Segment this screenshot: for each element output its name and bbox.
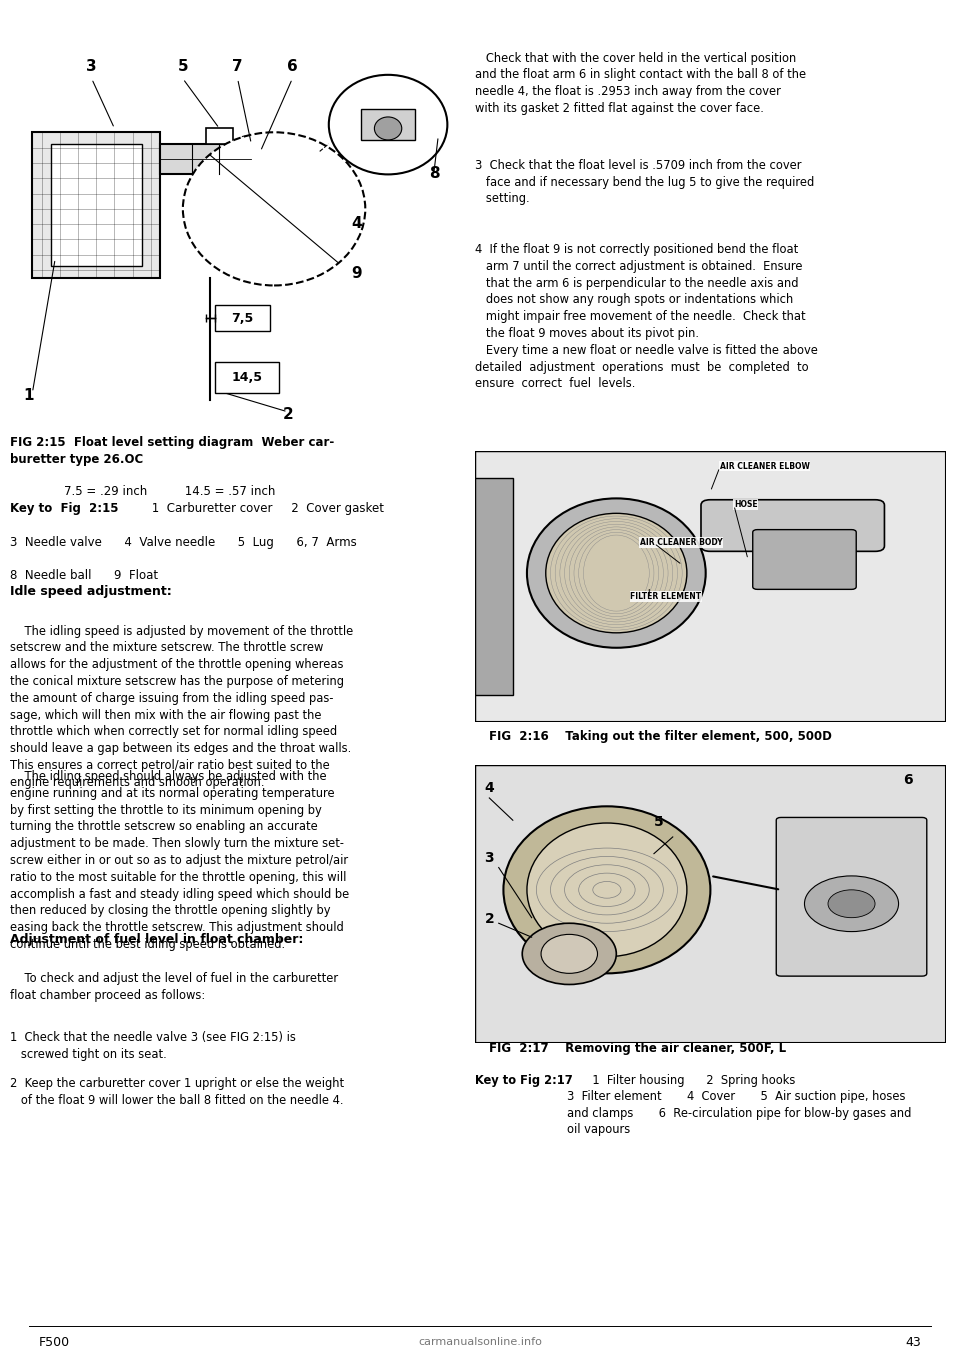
Text: 1: 1 xyxy=(23,388,34,403)
Bar xyxy=(160,144,252,174)
Text: FILTER ELEMENT: FILTER ELEMENT xyxy=(631,592,702,602)
Bar xyxy=(51,144,142,266)
FancyArrowPatch shape xyxy=(713,876,779,889)
FancyBboxPatch shape xyxy=(753,530,856,589)
Text: The idling speed should always be adjusted with the
engine running and at its no: The idling speed should always be adjust… xyxy=(10,770,348,951)
Text: AIR CLEANER BODY: AIR CLEANER BODY xyxy=(639,538,723,547)
Text: 14,5: 14,5 xyxy=(231,371,262,384)
Text: F500: F500 xyxy=(38,1336,69,1348)
Ellipse shape xyxy=(541,934,597,974)
Bar xyxy=(215,304,270,331)
Text: 3: 3 xyxy=(485,851,494,865)
Text: 2: 2 xyxy=(283,407,294,422)
Text: 8  Needle ball      9  Float: 8 Needle ball 9 Float xyxy=(10,569,157,581)
Ellipse shape xyxy=(527,498,706,648)
Bar xyxy=(242,136,265,148)
Text: FIG  2:16    Taking out the filter element, 500, 500D: FIG 2:16 Taking out the filter element, … xyxy=(490,731,832,743)
Text: 2: 2 xyxy=(485,913,494,926)
FancyBboxPatch shape xyxy=(701,500,884,551)
Circle shape xyxy=(182,132,365,285)
Text: 1  Filter housing      2  Spring hooks
3  Filter element       4  Cover       5 : 1 Filter housing 2 Spring hooks 3 Filter… xyxy=(567,1074,911,1137)
Text: 9: 9 xyxy=(351,266,362,281)
Text: 4: 4 xyxy=(351,216,362,231)
Text: 3  Needle valve      4  Valve needle      5  Lug      6, 7  Arms: 3 Needle valve 4 Valve needle 5 Lug 6, 7… xyxy=(10,535,356,549)
Bar xyxy=(205,129,233,144)
Text: Key to Fig 2:17: Key to Fig 2:17 xyxy=(475,1074,573,1086)
Bar xyxy=(233,148,270,167)
Bar xyxy=(215,363,278,392)
Text: HOSE: HOSE xyxy=(734,500,757,509)
Ellipse shape xyxy=(545,513,686,633)
FancyBboxPatch shape xyxy=(777,818,926,976)
Text: 8: 8 xyxy=(429,166,440,181)
Text: FIG  2:17    Removing the air cleaner, 500F, L: FIG 2:17 Removing the air cleaner, 500F,… xyxy=(490,1042,786,1055)
Text: 2  Keep the carburetter cover 1 upright or else the weight
   of the float 9 wil: 2 Keep the carburetter cover 1 upright o… xyxy=(10,1077,344,1107)
Text: Idle speed adjustment:: Idle speed adjustment: xyxy=(10,584,171,598)
Text: 43: 43 xyxy=(906,1336,922,1348)
Text: 4  If the float 9 is not correctly positioned bend the float
   arm 7 until the : 4 If the float 9 is not correctly positi… xyxy=(475,243,818,391)
Text: FIAT 500 1961 1.G Workshop Manual 1: FIAT 500 1961 1.G Workshop Manual 1 xyxy=(321,18,639,33)
Text: Adjustment of fuel level in float chamber:: Adjustment of fuel level in float chambe… xyxy=(10,933,303,947)
Text: To check and adjust the level of fuel in the carburetter
float chamber proceed a: To check and adjust the level of fuel in… xyxy=(10,972,338,1002)
Ellipse shape xyxy=(527,823,687,956)
Bar xyxy=(33,132,160,278)
Text: AIR CLEANER ELBOW: AIR CLEANER ELBOW xyxy=(720,462,809,471)
Ellipse shape xyxy=(503,807,710,974)
Text: 7.5 = .29 inch          14.5 = .57 inch: 7.5 = .29 inch 14.5 = .57 inch xyxy=(64,485,276,498)
Bar xyxy=(475,478,513,695)
Circle shape xyxy=(374,117,401,140)
Text: Key to  Fig  2:15: Key to Fig 2:15 xyxy=(10,502,118,516)
Circle shape xyxy=(804,876,899,932)
Text: carmanualsonline.info: carmanualsonline.info xyxy=(418,1338,542,1347)
Text: 3  Check that the float level is .5709 inch from the cover
   face and if necess: 3 Check that the float level is .5709 in… xyxy=(475,159,814,205)
Text: 7: 7 xyxy=(232,58,243,73)
Text: 1  Check that the needle valve 3 (see FIG 2:15) is
   screwed tight on its seat.: 1 Check that the needle valve 3 (see FIG… xyxy=(10,1031,296,1061)
Text: FIG 2:15  Float level setting diagram  Weber car-
buretter type 26.OC: FIG 2:15 Float level setting diagram Web… xyxy=(10,436,334,466)
Text: 7,5: 7,5 xyxy=(231,311,253,325)
Circle shape xyxy=(328,75,447,174)
Text: The idling speed is adjusted by movement of the throttle
setscrew and the mixtur: The idling speed is adjusted by movement… xyxy=(10,625,353,789)
Text: 1  Carburetter cover     2  Cover gasket: 1 Carburetter cover 2 Cover gasket xyxy=(132,502,384,516)
Text: 6: 6 xyxy=(903,773,913,788)
Text: 5: 5 xyxy=(178,58,188,73)
Text: 3: 3 xyxy=(86,58,97,73)
Text: 5: 5 xyxy=(654,815,663,828)
Ellipse shape xyxy=(522,923,616,985)
Text: 6: 6 xyxy=(287,58,298,73)
Bar xyxy=(361,109,416,140)
Text: 4: 4 xyxy=(485,781,494,796)
Circle shape xyxy=(828,889,876,918)
Text: Check that with the cover held in the vertical position
and the float arm 6 in s: Check that with the cover held in the ve… xyxy=(475,52,806,115)
